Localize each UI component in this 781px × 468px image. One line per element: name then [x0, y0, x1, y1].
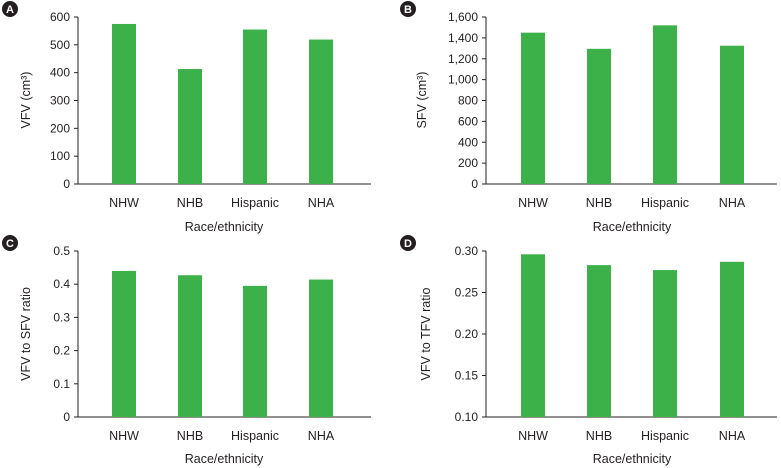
panel-b-category-label: NHA — [719, 196, 746, 210]
panel-b-x-axis-title: Race/ethnicity — [593, 220, 672, 234]
panel-b-y-tick-label: 1,600 — [448, 10, 478, 24]
panel-b-letter: B — [404, 4, 412, 16]
panel-a-y-tick-label: 0 — [63, 177, 70, 191]
panel-a-x-axis-title: Race/ethnicity — [185, 220, 264, 234]
panel-c-bar-nha — [309, 279, 333, 417]
panel-d-letter: D — [404, 238, 412, 250]
panel-b-badge — [400, 1, 416, 17]
panel-c-bar-hispanic — [243, 285, 267, 417]
panel-c-category-label: Hispanic — [231, 429, 279, 443]
panel-d-category-labels: NHW NHB Hispanic NHA — [518, 429, 746, 443]
panel-b-y-tick-label: 400 — [458, 135, 478, 149]
panel-c-y-axis-title: VFV to SFV ratio — [19, 287, 33, 381]
panel-d-bars — [521, 254, 744, 417]
panel-b-y-tick-label: 1,200 — [448, 52, 478, 66]
panel-d-y-tick-label: 0.30 — [455, 244, 479, 258]
panel-d-category-label: Hispanic — [641, 429, 689, 443]
panel-a-y-tick-label: 100 — [50, 149, 70, 163]
panel-a-bar-hispanic — [243, 29, 267, 185]
panel-c-y-tick-label: 0 — [63, 410, 70, 424]
panel-a-badge — [2, 1, 18, 17]
panel-a-y-tick-label: 600 — [50, 10, 70, 24]
panel-b-bar-hispanic — [653, 25, 677, 184]
panel-b-y-tick-label: 600 — [458, 114, 478, 128]
panel-b-y-tick-label: 200 — [458, 156, 478, 170]
panel-d-y-tick-label: 0.15 — [455, 369, 479, 383]
panel-c-bar-nhw — [112, 270, 136, 417]
panel-a-bar-nha — [309, 39, 333, 184]
panel-b-bar-nhb — [587, 48, 611, 184]
panel-b-category-label: NHB — [586, 196, 612, 210]
panel-d-badge — [400, 235, 416, 251]
panel-a-category-label: NHB — [177, 196, 203, 210]
panel-b-bars — [521, 25, 744, 184]
panel-a-bar-nhb — [178, 69, 202, 184]
panel-a-y-axis-title: VFV (cm³) — [19, 72, 33, 129]
panel-b-y-axis-title: SFV (cm³) — [415, 72, 429, 129]
panel-d-bar-nhw — [521, 254, 545, 417]
panel-a-category-labels: NHW NHB Hispanic NHA — [109, 196, 335, 210]
panel-d-category-label: NHW — [518, 429, 548, 443]
panel-c-y-ticks: 0 0.1 0.2 0.3 0.4 0.5 — [53, 244, 78, 424]
panel-d-bar-hispanic — [653, 270, 677, 417]
panel-d-x-axis-title: Race/ethnicity — [593, 452, 672, 466]
panel-a-y-tick-label: 200 — [50, 121, 70, 135]
panel-d-y-axis-title: VFV to TFV ratio — [419, 288, 433, 381]
panel-d-y-tick-label: 0.20 — [455, 327, 479, 341]
panel-c-y-tick-label: 0.5 — [53, 244, 70, 258]
panel-b-y-tick-label: 0 — [471, 177, 478, 191]
panel-a-y-tick-label: 400 — [50, 66, 70, 80]
panel-c-y-tick-label: 0.1 — [53, 377, 70, 391]
panel-c-y-tick-label: 0.3 — [53, 310, 70, 324]
panel-c-letter: C — [6, 238, 14, 250]
panel-a-y-ticks: 0 100 200 300 400 500 600 — [50, 10, 78, 191]
panel-c: C 0 0.1 0.2 0.3 0.4 0.5 NHW NHB Hispanic NHA VFV… — [2, 235, 371, 466]
panel-c-y-tick-label: 0.4 — [53, 277, 70, 291]
panel-d-y-ticks: 0.10 0.15 0.20 0.25 0.30 — [455, 244, 486, 424]
panel-a-category-label: Hispanic — [231, 196, 279, 210]
panel-a-y-tick-label: 300 — [50, 94, 70, 108]
panel-c-x-axis-title: Race/ethnicity — [185, 452, 264, 466]
panel-b-bar-nha — [720, 45, 744, 184]
panel-d-y-tick-label: 0.10 — [455, 410, 479, 424]
panel-b-y-tick-label: 800 — [458, 94, 478, 108]
panel-c-y-tick-label: 0.2 — [53, 344, 70, 358]
panel-c-category-label: NHW — [109, 429, 139, 443]
panel-c-badge — [2, 235, 18, 251]
panel-a-bars — [112, 23, 333, 185]
panel-d-bar-nhb — [587, 265, 611, 417]
panel-c-bar-nhb — [178, 275, 202, 417]
panel-c-category-labels: NHW NHB Hispanic NHA — [109, 429, 335, 443]
panel-b-category-label: Hispanic — [641, 196, 689, 210]
panel-d: D 0.10 0.15 0.20 0.25 0.30 NHW NHB Hispanic NHA… — [400, 235, 777, 466]
panel-d-category-label: NHB — [586, 429, 612, 443]
panel-c-category-label: NHA — [308, 429, 335, 443]
panel-b-y-tick-label: 1,400 — [448, 31, 478, 45]
panel-b-y-tick-label: 1,000 — [448, 73, 478, 87]
panel-a-bar-nhw — [112, 23, 136, 185]
panel-d-category-label: NHA — [719, 429, 746, 443]
panel-b-category-label: NHW — [518, 196, 548, 210]
panel-b-category-labels: NHW NHB Hispanic NHA — [518, 196, 746, 210]
panel-b-y-ticks: 0 200 400 600 800 1,000 1,200 1,400 1,600 — [448, 10, 486, 191]
panel-c-bars — [112, 270, 333, 417]
panel-b-bar-nhw — [521, 32, 545, 184]
panel-a-y-tick-label: 500 — [50, 38, 70, 52]
panel-a-category-label: NHA — [308, 196, 335, 210]
panel-c-category-label: NHB — [177, 429, 203, 443]
panel-a-category-label: NHW — [109, 196, 139, 210]
panel-d-y-tick-label: 0.25 — [455, 286, 479, 300]
panel-d-bar-nha — [720, 261, 744, 417]
panel-a-letter: A — [6, 4, 14, 16]
